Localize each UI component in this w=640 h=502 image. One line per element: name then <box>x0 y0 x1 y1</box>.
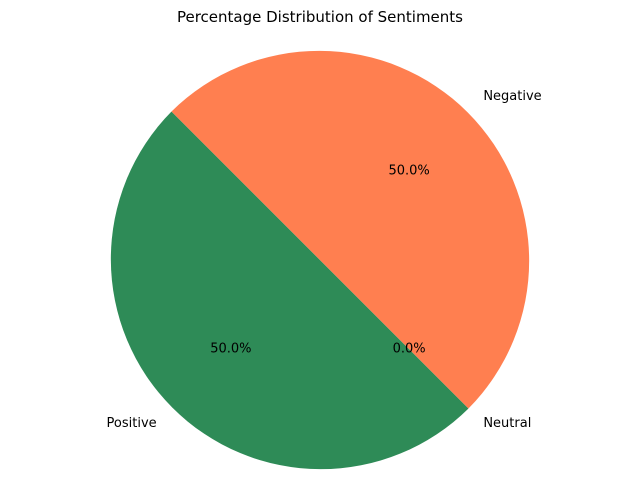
pie-slice-positive <box>110 111 469 470</box>
pie-slice-negative <box>171 50 530 409</box>
percent-label-positive: 50.0% <box>210 342 251 357</box>
category-label-positive: Positive <box>107 416 157 431</box>
pie-slices <box>110 50 530 470</box>
percent-label-negative: 50.0% <box>388 163 429 178</box>
category-label-negative: Negative <box>483 89 541 104</box>
pie-labels: Positive 50.0% Neutral 0.0% Negative 50.0% <box>107 89 542 431</box>
chart-title: Percentage Distribution of Sentiments <box>177 8 463 26</box>
category-label-neutral: Neutral <box>483 416 531 431</box>
percent-label-neutral: 0.0% <box>393 342 426 357</box>
